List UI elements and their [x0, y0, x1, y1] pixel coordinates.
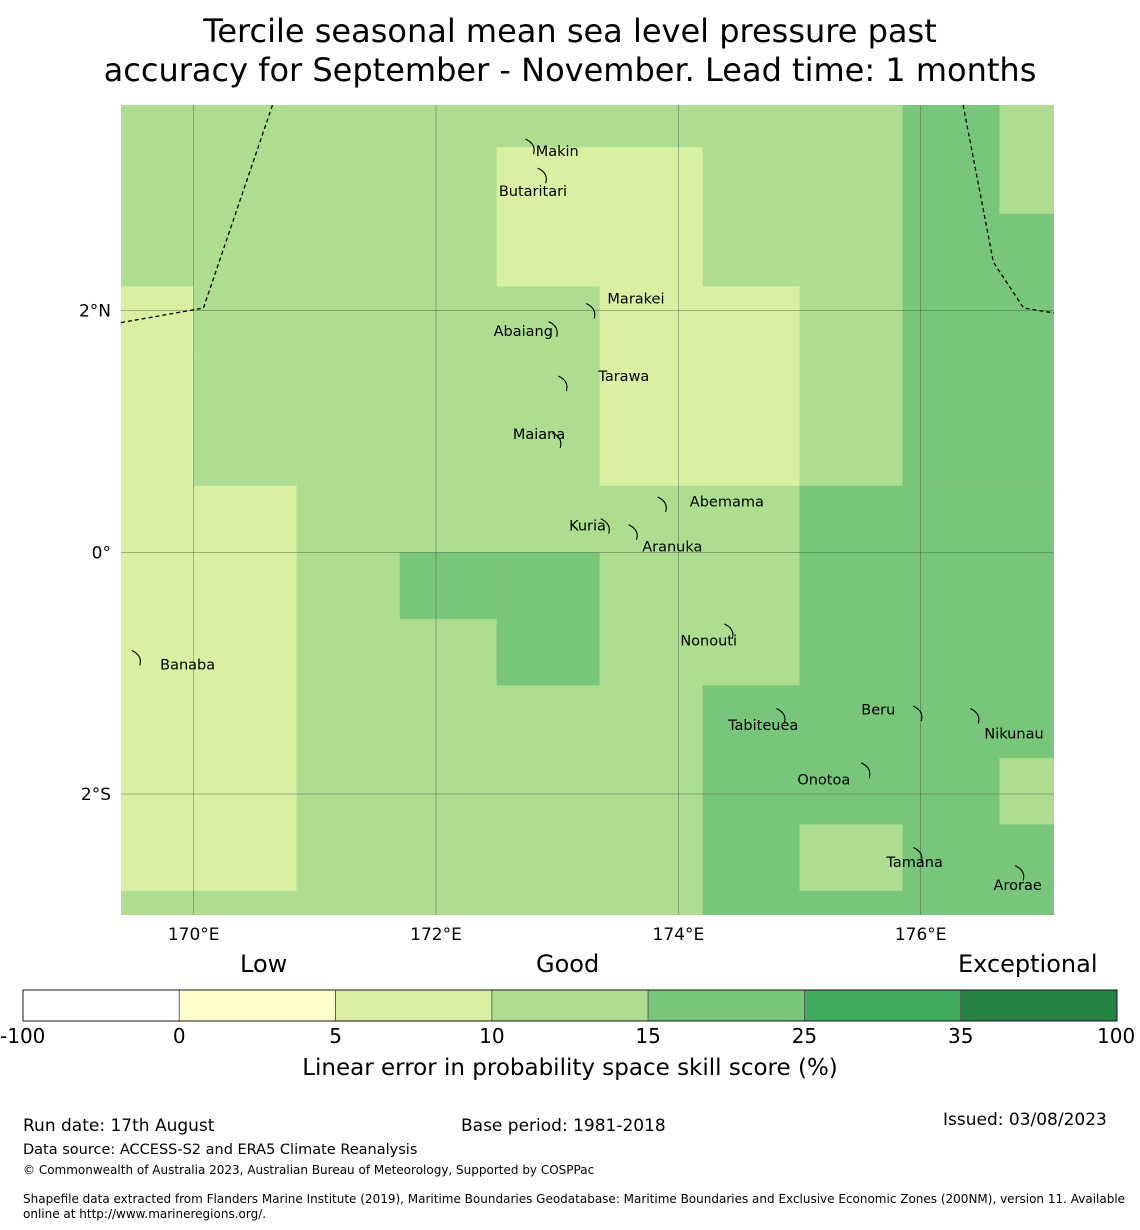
- colorbar-label: Linear error in probability space skill …: [302, 1055, 838, 1081]
- lon-tick-label: 174°E: [653, 925, 705, 945]
- eez-boundary: [120, 104, 274, 324]
- island-outline: [537, 167, 547, 184]
- lat-tick-label: 2°N: [79, 302, 111, 322]
- island-label: Marakei: [607, 291, 664, 307]
- colorbar-head-low: Low: [240, 950, 288, 978]
- colorbar: [22, 989, 1118, 1022]
- maritime-boundaries: [120, 104, 1055, 324]
- colorbar-head-good: Good: [536, 950, 600, 978]
- island-outline: [628, 524, 638, 540]
- colorbar-segment: [491, 989, 649, 1022]
- island-label: Tarawa: [597, 369, 649, 385]
- island-outline: [970, 708, 980, 724]
- skill-cell: [496, 552, 600, 686]
- title-line-1: Tercile seasonal mean sea level pressure…: [203, 12, 937, 50]
- island-label: Arorae: [994, 878, 1042, 894]
- colorbar-segment: [960, 989, 1118, 1022]
- island-label: Aranuka: [642, 539, 702, 555]
- axis-ticks: 170°E 172°E 174°E 176°E 2°N 0° 2°S: [79, 302, 947, 945]
- island-outline: [558, 375, 568, 392]
- skill-cells: [121, 105, 1054, 915]
- skill-cell: [496, 147, 703, 287]
- lat-tick-label: 2°S: [81, 785, 111, 805]
- lon-tick-label: 176°E: [895, 925, 947, 945]
- island-outline: [548, 321, 558, 337]
- run-date: Run date: 17th August: [23, 1116, 215, 1136]
- skill-cell: [999, 757, 1054, 825]
- colorbar-tick-label: 15: [635, 1024, 661, 1048]
- island-label: Tabiteuea: [727, 718, 798, 734]
- shapefile-credit-line-1: Shapefile data extracted from Flanders M…: [23, 1192, 1126, 1206]
- island-label: Abemama: [690, 495, 764, 511]
- colorbar-outline: [22, 989, 1118, 1022]
- issued-date: Issued: 03/08/2023: [943, 1110, 1107, 1130]
- graticule: [121, 105, 1054, 915]
- island-outline: [913, 847, 923, 863]
- island-outline: [913, 705, 923, 722]
- data-source: Data source: ACCESS-S2 and ERA5 Climate …: [23, 1142, 418, 1158]
- skill-cell: [399, 552, 497, 619]
- island-outline: [131, 649, 141, 666]
- colorbar-segment: [178, 989, 336, 1022]
- colorbar-tick-label: 0: [172, 1024, 186, 1048]
- skill-cell: [999, 105, 1054, 214]
- skill-map: Makin Butaritari Marakei Abaiang Tarawa Maian…: [22, 104, 1118, 1022]
- island-outline: [724, 623, 734, 640]
- island-outline: [1014, 865, 1025, 881]
- island-label: Nikunau: [984, 727, 1043, 743]
- skill-cell: [193, 352, 297, 486]
- copyright: © Commonwealth of Australia 2023, Austra…: [23, 1163, 595, 1177]
- island-label: Nonouti: [680, 634, 737, 650]
- lon-tick-label: 170°E: [168, 925, 220, 945]
- island-label: Beru: [861, 702, 895, 718]
- skill-cell: [702, 685, 800, 915]
- island-outline: [776, 708, 786, 724]
- lon-tick-label: 172°E: [410, 925, 462, 945]
- island-label: Abaiang: [494, 324, 553, 340]
- island-outline: [600, 518, 610, 534]
- island-outline: [525, 138, 535, 155]
- shapefile-credit-line-2: online at http://www.marineregions.org/.: [23, 1207, 267, 1221]
- skill-cell: [599, 286, 800, 486]
- island-label: Maiana: [513, 427, 565, 443]
- island-outline: [657, 496, 667, 513]
- colorbar-segment: [804, 989, 962, 1022]
- colorbar-segment: [22, 989, 180, 1022]
- island-outline: [860, 762, 871, 779]
- colorbar-segment: [335, 989, 493, 1022]
- colorbar-segment: [647, 989, 805, 1022]
- title-line-2: accuracy for September - November. Lead …: [103, 51, 1037, 89]
- lat-tick-label: 0°: [92, 543, 111, 563]
- island-label: Butaritari: [499, 184, 567, 200]
- colorbar-tick-label: 35: [947, 1024, 974, 1048]
- island-label: Banaba: [160, 658, 215, 674]
- colorbar-tick-label: 5: [329, 1024, 342, 1048]
- island-label: Onotoa: [797, 773, 850, 789]
- island-label: Makin: [536, 144, 579, 160]
- island-outline: [551, 432, 562, 449]
- page-title: Tercile seasonal mean sea level pressure…: [0, 12, 1140, 90]
- island-label: Kuria: [569, 519, 606, 535]
- skill-cell: [193, 286, 297, 353]
- colorbar-head-exceptional: Exceptional: [958, 950, 1098, 978]
- base-period: Base period: 1981-2018: [461, 1116, 666, 1136]
- island-label: Tamana: [885, 855, 942, 871]
- colorbar-tick-label: -100: [0, 1024, 46, 1048]
- colorbar-tick-label: 25: [791, 1024, 818, 1048]
- eez-boundary: [962, 104, 1055, 314]
- colorbar-tick-label: 100: [1097, 1024, 1136, 1048]
- islands: Makin Butaritari Marakei Abaiang Tarawa Maian…: [131, 138, 1044, 894]
- colorbar-tick-label: 10: [479, 1024, 505, 1048]
- skill-cell: [799, 824, 903, 891]
- island-outline: [585, 303, 596, 319]
